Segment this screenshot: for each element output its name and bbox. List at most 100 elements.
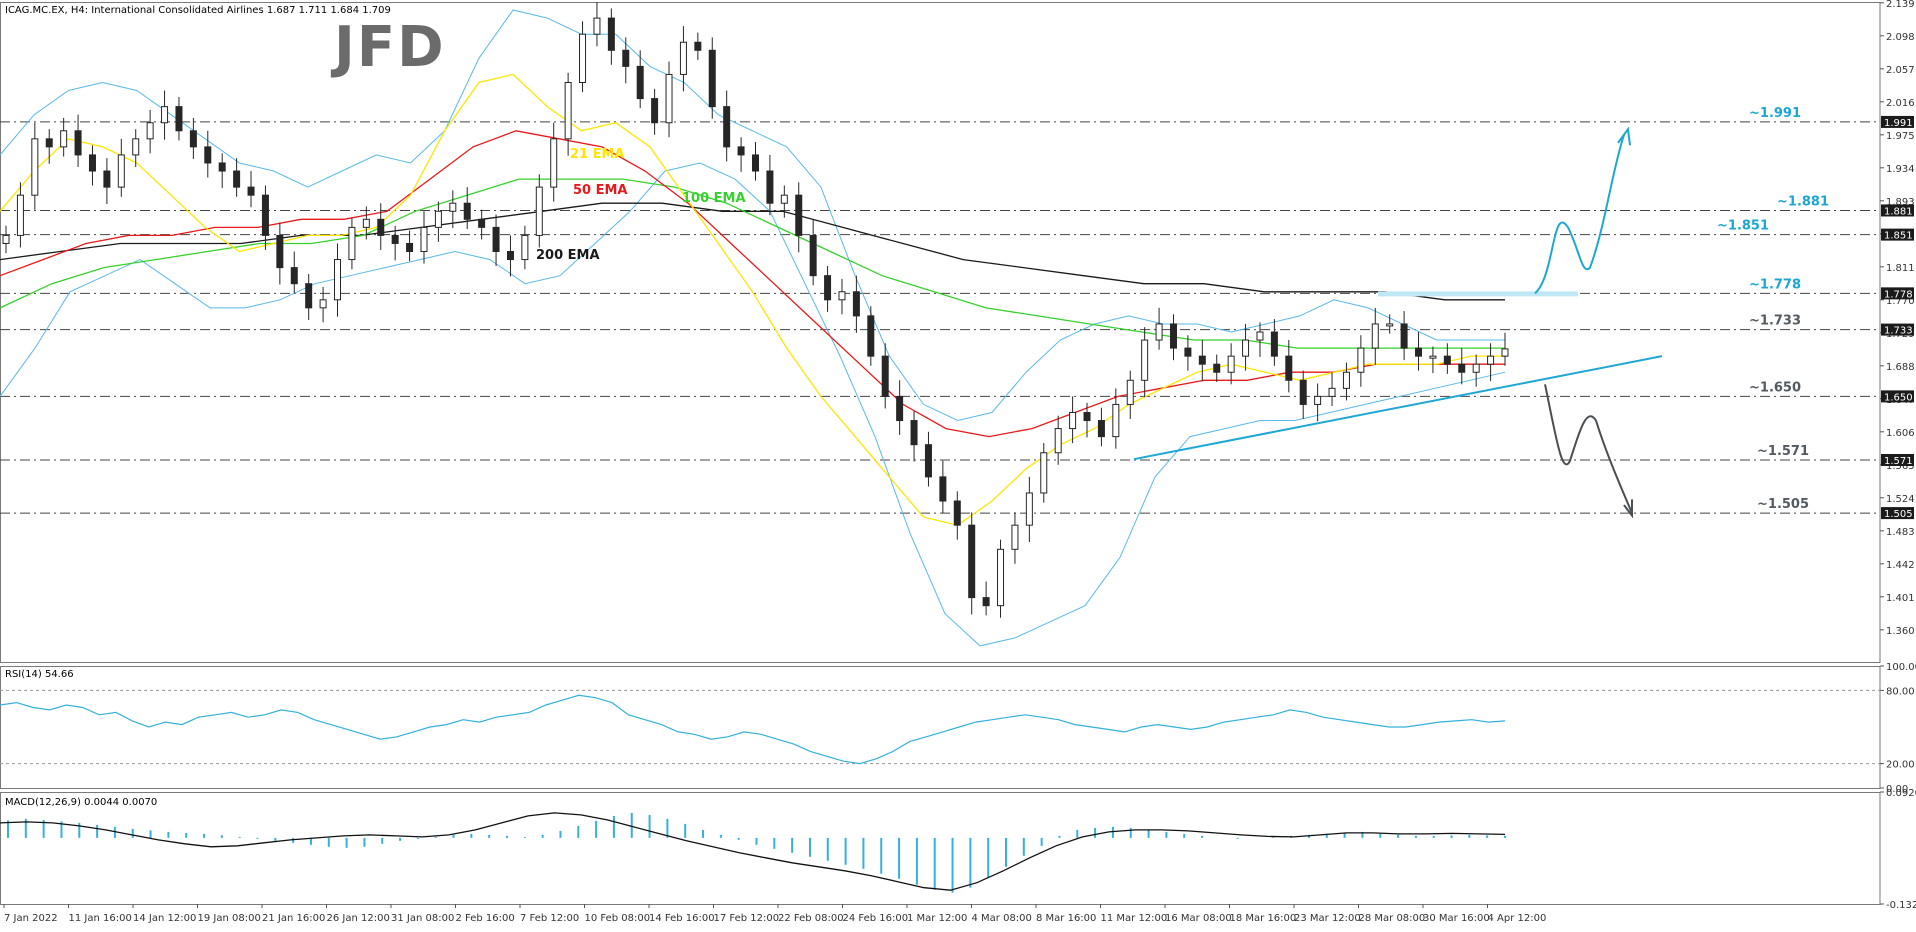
- level-label: ~1.778: [1749, 277, 1801, 292]
- price-tag-box: [1881, 453, 1914, 466]
- ema-label-50-ema: 50 EMA: [573, 183, 628, 198]
- time-tick-label: 2 Feb 16:00: [456, 913, 515, 924]
- candle-bear: [1198, 355, 1206, 365]
- rsi-panel[interactable]: RSI(14) 54.66: [0, 669, 1880, 765]
- macd-signal-line: [0, 812, 1506, 891]
- candle-bull: [319, 299, 327, 309]
- level-label: ~1.571: [1757, 444, 1809, 459]
- candle-bear: [824, 275, 832, 301]
- candle-bear: [881, 355, 889, 397]
- candle-bear: [175, 106, 183, 132]
- candle-bull: [334, 259, 342, 301]
- time-tick-label: 19 Jan 08:00: [198, 913, 261, 924]
- price-tick-label: 1.934: [1886, 164, 1915, 175]
- candle-bull: [1472, 363, 1480, 373]
- price-tag-label: 1.851: [1884, 231, 1913, 242]
- time-tick-label: 21 Jan 16:00: [262, 913, 325, 924]
- macd-panel[interactable]: MACD(12,26,9) 0.0044 0.0070: [0, 797, 1506, 893]
- candle-bull: [146, 122, 154, 140]
- candle-bull: [1357, 347, 1365, 373]
- candle-bull: [665, 73, 673, 124]
- price-tag-box: [1881, 390, 1914, 403]
- candle-bull: [1242, 339, 1250, 357]
- price-panel[interactable]: ~1.991 ~1.881 ~1.851 ~1.778 ~1.733 ~1.650 ~1.5…: [0, 2, 1880, 647]
- candle-bear: [636, 65, 644, 100]
- price-tag-label: 1.571: [1884, 456, 1913, 467]
- candle-bear: [261, 194, 269, 236]
- price-tick-label: 2.016: [1886, 98, 1915, 109]
- candle-bear: [1458, 363, 1466, 373]
- candle-bear: [752, 154, 759, 172]
- candle-bull: [60, 130, 68, 148]
- candle-bull: [1040, 452, 1048, 494]
- macd-title: MACD(12,26,9) 0.0044 0.0070: [5, 797, 157, 808]
- candle-bull: [1025, 492, 1033, 526]
- price-tick-label: 1.565: [1886, 461, 1915, 472]
- candle-bear: [1443, 355, 1451, 365]
- bollinger-bands: [0, 9, 1506, 647]
- time-tick-label: 31 Jan 08:00: [391, 913, 454, 924]
- bollinger-lower: [0, 162, 1506, 647]
- candle-bull: [1342, 371, 1350, 389]
- time-tick-label: 26 Jan 12:00: [327, 913, 390, 924]
- price-tag-label: 1.505: [1884, 509, 1913, 520]
- candle-bear: [896, 395, 904, 422]
- candlesticks: [2, 2, 1509, 618]
- candle-bull: [1141, 339, 1149, 381]
- ema50-line: [0, 130, 1505, 438]
- candle-bear: [723, 106, 731, 148]
- rsi-line: [0, 694, 1506, 765]
- trendline-and-scenarios: [1133, 126, 1663, 519]
- candle-bull: [1227, 355, 1235, 373]
- time-tick-label: 16 Mar 08:00: [1165, 913, 1232, 924]
- level-label: ~1.650: [1749, 380, 1801, 395]
- candle-bear: [189, 130, 197, 148]
- candle-bull: [1011, 524, 1019, 550]
- candle-bull: [1429, 355, 1437, 359]
- price-tick-label: 1.524: [1886, 494, 1915, 505]
- level-label: ~1.881: [1777, 194, 1829, 209]
- candle-bear: [1083, 411, 1091, 422]
- time-tick-label: 24 Feb 16:00: [843, 913, 909, 924]
- candle-bull: [420, 226, 428, 253]
- rsi-title: RSI(14) 54.66: [5, 669, 74, 680]
- candle-bear: [391, 234, 399, 244]
- time-tick-label: 28 Mar 08:00: [1359, 913, 1426, 924]
- candle-bear: [305, 283, 313, 309]
- bollinger-upper: [0, 9, 1505, 422]
- price-tick-label: 1.811: [1886, 263, 1915, 274]
- price-tag-box: [1881, 228, 1914, 241]
- horizontal-levels: [0, 121, 1880, 514]
- time-tick-label: 7 Jan 2022: [4, 913, 58, 924]
- ema-lines: [0, 73, 1505, 526]
- candle-bear: [218, 162, 226, 172]
- candle-bear: [766, 170, 774, 204]
- candle-bull: [579, 33, 587, 83]
- level-label: ~1.505: [1757, 497, 1809, 512]
- panel-frames: [0, 2, 1881, 905]
- price-tag-label: 1.778: [1884, 289, 1913, 300]
- price-tick-label: 2.139: [1886, 0, 1915, 10]
- price-tick-label: 1.688: [1886, 362, 1915, 373]
- candle-bull: [362, 218, 370, 228]
- time-tick-label: 1 Mar 12:00: [907, 913, 967, 924]
- candle-bull: [1328, 387, 1336, 397]
- candle-bull: [132, 138, 140, 156]
- candle-bear: [651, 98, 659, 124]
- candle-bear: [88, 154, 96, 172]
- price-tag-box: [1881, 287, 1914, 300]
- panel-frame-2: [0, 792, 1881, 905]
- candle-bear: [1213, 363, 1221, 373]
- ema200-line: [0, 202, 1505, 301]
- candle-bull: [31, 138, 39, 196]
- candle-bear: [809, 234, 817, 277]
- candle-bull: [161, 106, 169, 124]
- level-labels: ~1.991 ~1.881 ~1.851 ~1.778 ~1.733 ~1.650 ~1.5…: [1717, 106, 1829, 512]
- time-tick-label: 22 Feb 08:00: [778, 913, 844, 924]
- candle-bear: [233, 170, 241, 188]
- candle-bull: [679, 41, 687, 75]
- candle-bull: [521, 234, 529, 261]
- price-tag-label: 1.650: [1884, 392, 1913, 403]
- candle-bear: [708, 49, 716, 108]
